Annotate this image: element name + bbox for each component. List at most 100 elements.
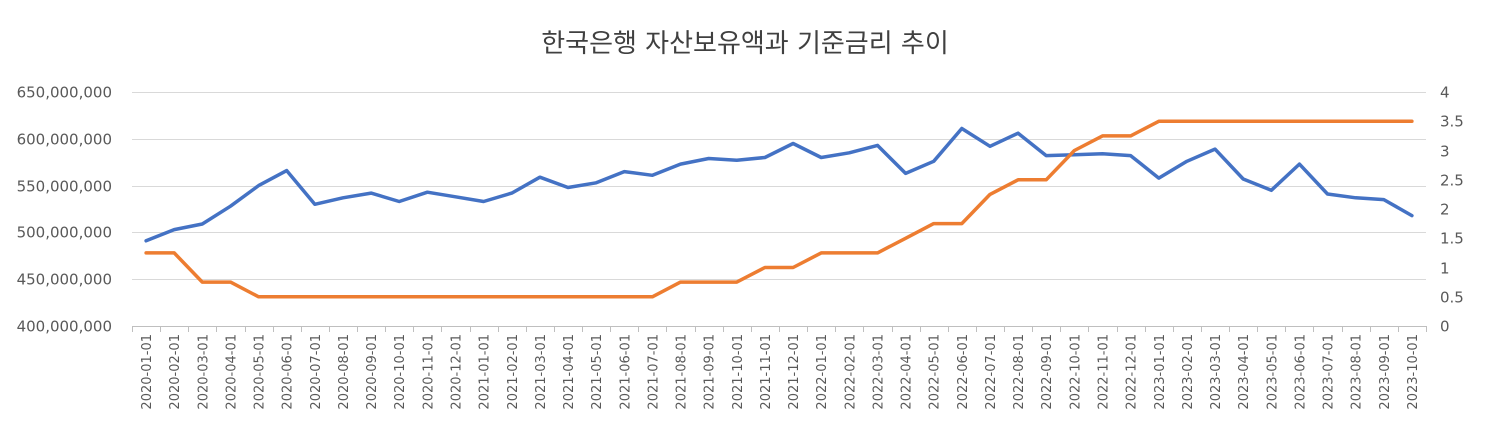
x-tick-label: 2023-02-01	[1181, 334, 1196, 410]
data-point-asset-holdings	[1016, 131, 1020, 135]
data-point-base-rate	[960, 222, 964, 226]
data-point-asset-holdings	[454, 195, 458, 199]
data-point-base-rate	[144, 251, 148, 255]
x-tick-label: 2020-03-01	[196, 334, 211, 410]
x-tick-label: 2020-06-01	[281, 334, 296, 410]
x-tick-label: 2020-07-01	[309, 334, 324, 410]
data-point-asset-holdings	[341, 196, 345, 200]
x-tick-label: 2020-05-01	[253, 334, 268, 410]
data-point-asset-holdings	[1157, 176, 1161, 180]
data-point-base-rate	[369, 295, 373, 299]
chart-title: 한국은행 자산보유액과 기준금리 추이	[541, 29, 949, 59]
data-point-asset-holdings	[904, 171, 908, 175]
data-point-asset-holdings	[847, 151, 851, 155]
axes: 400,000,000 450,000,000 500,000,000 550,000…	[17, 84, 1464, 410]
y-right-tick-label: 3.5	[1440, 113, 1464, 131]
x-tick-label: 2022-02-01	[843, 334, 858, 410]
x-tick-label: 2023-10-01	[1406, 334, 1421, 410]
data-point-base-rate	[819, 251, 823, 255]
x-tick-label: 2023-06-01	[1293, 334, 1308, 410]
data-point-base-rate	[1326, 119, 1330, 123]
data-point-base-rate	[200, 280, 204, 284]
y-right-tick-label: 3	[1440, 143, 1450, 161]
data-point-base-rate	[988, 192, 992, 196]
y-right-tick-label: 1.5	[1440, 230, 1464, 248]
data-point-asset-holdings	[369, 191, 373, 195]
data-point-asset-holdings	[425, 190, 429, 194]
data-point-base-rate	[1354, 119, 1358, 123]
x-tick-label: 2022-08-01	[1012, 334, 1027, 410]
data-point-base-rate	[1410, 119, 1414, 123]
data-point-base-rate	[679, 280, 683, 284]
y-right-tick-label: 0.5	[1440, 289, 1464, 307]
data-point-asset-holdings	[876, 143, 880, 147]
data-point-asset-holdings	[1382, 198, 1386, 202]
data-point-base-rate	[510, 295, 514, 299]
x-tick-label: 2022-05-01	[928, 334, 943, 410]
data-point-asset-holdings	[622, 170, 626, 174]
data-point-asset-holdings	[285, 169, 289, 173]
data-point-asset-holdings	[1101, 152, 1105, 156]
x-tick-label: 2022-11-01	[1097, 334, 1112, 410]
data-point-asset-holdings	[313, 202, 317, 206]
data-point-base-rate	[1269, 119, 1273, 123]
x-tick-label: 2021-12-01	[787, 334, 802, 410]
x-tick-label: 2022-03-01	[871, 334, 886, 410]
data-point-base-rate	[763, 266, 767, 270]
data-point-base-rate	[172, 251, 176, 255]
data-point-asset-holdings	[144, 239, 148, 243]
data-point-asset-holdings	[1297, 162, 1301, 166]
x-tick-label: 2021-04-01	[562, 334, 577, 410]
data-point-base-rate	[313, 295, 317, 299]
data-point-asset-holdings	[1354, 196, 1358, 200]
x-tick-label: 2023-05-01	[1265, 334, 1280, 410]
x-tick-label: 2021-11-01	[759, 334, 774, 410]
y-left-tick-label: 450,000,000	[17, 271, 112, 289]
data-point-base-rate	[876, 251, 880, 255]
data-point-base-rate	[847, 251, 851, 255]
y-right-tick-label: 1	[1440, 260, 1450, 278]
x-tick-label: 2022-12-01	[1125, 334, 1140, 410]
data-point-base-rate	[454, 295, 458, 299]
data-point-base-rate	[1213, 119, 1217, 123]
data-point-base-rate	[566, 295, 570, 299]
data-point-base-rate	[1185, 119, 1189, 123]
data-point-base-rate	[1072, 149, 1076, 153]
data-point-base-rate	[932, 222, 936, 226]
data-point-base-rate	[791, 266, 795, 270]
data-point-asset-holdings	[1326, 192, 1330, 196]
x-tick-label: 2020-01-01	[140, 334, 155, 410]
data-point-asset-holdings	[650, 173, 654, 177]
data-point-base-rate	[735, 280, 739, 284]
data-point-asset-holdings	[819, 156, 823, 160]
data-point-base-rate	[1101, 134, 1105, 138]
x-tick-label: 2021-07-01	[646, 334, 661, 410]
x-tick-label: 2020-12-01	[450, 334, 465, 410]
x-tick-label: 2021-02-01	[506, 334, 521, 410]
data-point-asset-holdings	[1241, 177, 1245, 181]
x-tick-label: 2022-07-01	[984, 334, 999, 410]
data-point-base-rate	[397, 295, 401, 299]
data-point-base-rate	[622, 295, 626, 299]
y-right-tick-label: 2	[1440, 201, 1450, 219]
data-point-base-rate	[1129, 134, 1133, 138]
x-tick-label: 2023-08-01	[1350, 334, 1365, 410]
data-point-asset-holdings	[229, 204, 233, 208]
data-point-asset-holdings	[510, 191, 514, 195]
data-point-base-rate	[650, 295, 654, 299]
x-tick-label: 2020-10-01	[393, 334, 408, 410]
y-right-tick-label: 2.5	[1440, 172, 1464, 190]
x-tick-label: 2021-09-01	[703, 334, 718, 410]
series-line-base-rate	[144, 119, 1414, 299]
x-tick-label: 2023-09-01	[1378, 334, 1393, 410]
data-point-base-rate	[1297, 119, 1301, 123]
x-tick-label: 2023-03-01	[1209, 334, 1224, 410]
data-point-asset-holdings	[200, 222, 204, 226]
data-point-asset-holdings	[932, 159, 936, 163]
x-tick-label: 2022-09-01	[1040, 334, 1055, 410]
x-tick-label: 2023-04-01	[1237, 334, 1252, 410]
data-point-asset-holdings	[679, 162, 683, 166]
y-left-tick-label: 500,000,000	[17, 224, 112, 242]
